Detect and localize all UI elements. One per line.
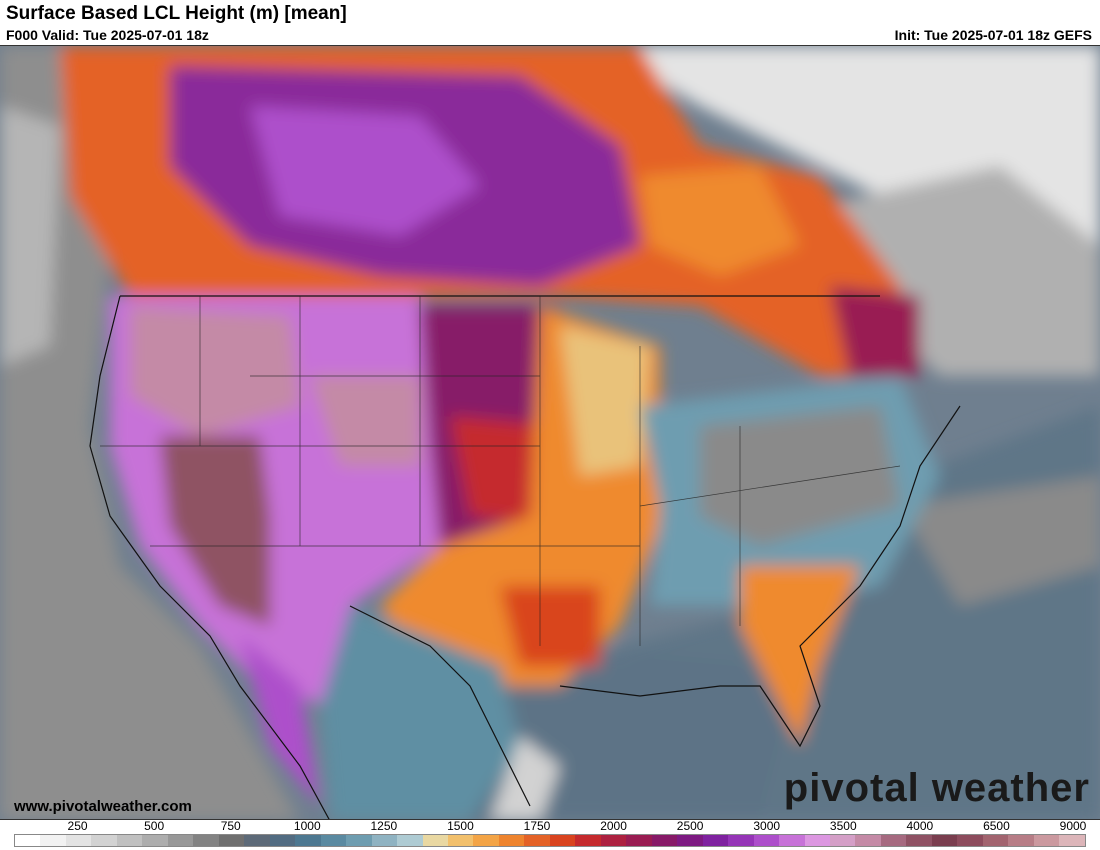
colorbar-swatch — [193, 835, 219, 846]
colorbar-swatch — [524, 835, 550, 846]
colorbar-swatch — [753, 835, 780, 846]
colorbar-tick-label: 4000 — [906, 819, 934, 833]
colorbar-swatch — [447, 835, 474, 846]
map-title: Surface Based LCL Height (m) [mean] — [6, 3, 347, 24]
colorbar-swatch — [982, 835, 1009, 846]
colorbar-swatch — [244, 835, 270, 846]
colorbar-swatch — [218, 835, 245, 846]
map-canvas — [0, 46, 1100, 819]
colorbar-tick-label: 1750 — [523, 819, 551, 833]
colorbar-swatch — [651, 835, 678, 846]
colorbar-swatch — [855, 835, 881, 846]
colorbar-swatch — [575, 835, 601, 846]
colorbar-swatch — [397, 835, 423, 846]
colorbar — [14, 834, 1086, 847]
website-url[interactable]: www.pivotalweather.com — [14, 798, 192, 815]
colorbar-swatch — [320, 835, 347, 846]
colorbar-swatch — [269, 835, 296, 846]
colorbar-swatch — [1008, 835, 1034, 846]
init-time: Init: Tue 2025-07-01 18z GEFS — [894, 27, 1092, 43]
colorbar-swatch — [422, 835, 448, 846]
colorbar-swatch — [804, 835, 830, 846]
colorbar-swatch — [702, 835, 729, 846]
colorbar-tick-label: 250 — [67, 819, 88, 833]
colorbar-tick-label: 6500 — [983, 819, 1010, 833]
state-borders — [100, 296, 901, 646]
colorbar-tick-label: 1000 — [293, 819, 321, 833]
colorbar-tick-label: 1500 — [447, 819, 474, 833]
shaded-field — [0, 46, 1100, 819]
colorbar-swatch — [15, 835, 41, 846]
colorbar-swatch — [91, 835, 117, 846]
colorbar-swatch — [116, 835, 143, 846]
colorbar-swatch — [295, 835, 321, 846]
colorbar-swatch — [880, 835, 907, 846]
colorbar-tick-label: 2000 — [600, 819, 627, 833]
lcl-height-map[interactable]: www.pivotalweather.com pivotal weather — [0, 45, 1100, 820]
colorbar-swatch — [65, 835, 92, 846]
coastline — [89, 295, 961, 819]
colorbar-tick-label: 3000 — [753, 819, 781, 833]
colorbar-tick-label: 2500 — [676, 819, 704, 833]
colorbar-swatch — [830, 835, 856, 846]
colorbar-swatch — [346, 835, 372, 846]
colorbar-swatch — [906, 835, 932, 846]
colorbar-swatch — [779, 835, 805, 846]
colorbar-swatch — [957, 835, 983, 846]
brand-logo: pivotal weather — [783, 766, 1090, 810]
colorbar-labels: 250 500 750 1000 1250 1500 1750 2000 2500 3000 350… — [14, 819, 1087, 833]
colorbar-swatch — [728, 835, 754, 846]
colorbar-swatch — [40, 835, 66, 846]
valid-time: F000 Valid: Tue 2025-07-01 18z — [6, 27, 209, 43]
colorbar-swatch — [167, 835, 194, 846]
colorbar-tick-label: 1250 — [370, 819, 398, 833]
colorbar-swatch — [549, 835, 576, 846]
colorbar-tick-label: 9000 — [1059, 819, 1087, 833]
colorbar-tick-label: 750 — [220, 819, 241, 833]
colorbar-tick-label: 3500 — [829, 819, 857, 833]
colorbar-swatch — [1033, 835, 1060, 846]
colorbar-swatch — [677, 835, 703, 846]
colorbar-swatch — [600, 835, 627, 846]
colorbar-swatch — [931, 835, 958, 846]
colorbar-swatch — [498, 835, 525, 846]
colorbar-swatch — [473, 835, 499, 846]
colorbar-swatch — [371, 835, 398, 846]
colorbar-swatch — [626, 835, 652, 846]
colorbar-tick-label: 500 — [144, 819, 165, 833]
colorbar-swatch — [142, 835, 168, 846]
colorbar-swatch — [1059, 835, 1085, 846]
